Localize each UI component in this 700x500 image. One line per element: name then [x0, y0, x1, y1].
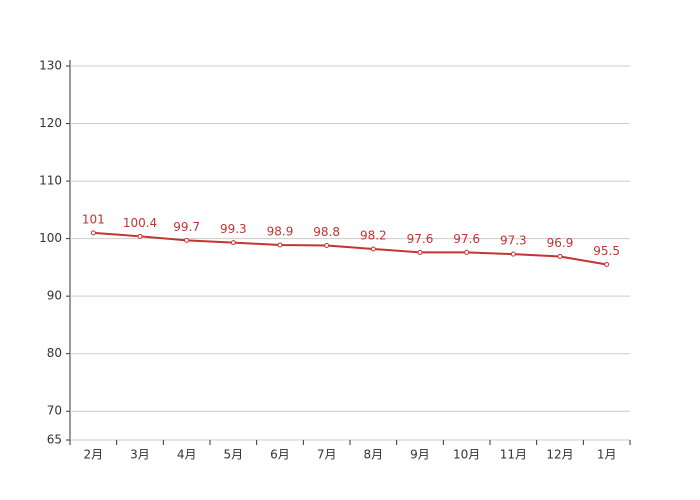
y-tick-label: 110	[39, 174, 62, 188]
x-tick-label: 4月	[177, 448, 197, 462]
data-label: 101	[82, 212, 105, 226]
line	[93, 231, 607, 266]
point	[464, 249, 470, 255]
data-label: 100.4	[123, 216, 157, 230]
y-tick-label: 130	[39, 59, 62, 73]
y-tick-label: 80	[47, 346, 62, 360]
y-tick-label: 70	[47, 404, 62, 418]
point	[370, 246, 376, 252]
point	[604, 262, 610, 268]
y-tick-label: 65	[47, 433, 62, 447]
x-tick-label: 3月	[130, 448, 150, 462]
x-tick-label: 10月	[453, 448, 480, 462]
point	[417, 249, 423, 255]
x-tick-label: 1月	[597, 448, 617, 462]
x-tick-label: 8月	[364, 448, 384, 462]
data-label: 99.3	[220, 222, 247, 236]
data-label: 98.2	[360, 228, 387, 242]
y-tick-label: 100	[39, 231, 62, 245]
y-tick-label: 90	[47, 289, 62, 303]
x-tick-label: 5月	[224, 448, 244, 462]
y-tick-label: 120	[39, 116, 62, 130]
data-label: 99.7	[173, 220, 200, 234]
point	[324, 243, 330, 249]
data-label: 95.5	[593, 244, 620, 258]
point	[137, 233, 143, 239]
point	[90, 230, 96, 236]
point	[184, 237, 190, 243]
data-label: 96.9	[547, 236, 574, 250]
point	[510, 251, 516, 257]
data-label: 97.3	[500, 234, 527, 248]
point	[277, 242, 283, 248]
data-label: 97.6	[453, 232, 480, 246]
data-label: 97.6	[407, 232, 434, 246]
data-label: 98.9	[267, 224, 294, 238]
x-tick-label: 9月	[410, 448, 430, 462]
x-tick-label: 12月	[546, 448, 573, 462]
x-tick-label: 11月	[500, 448, 527, 462]
x-tick-label: 7月	[317, 448, 337, 462]
x-tick-label: 2月	[84, 448, 104, 462]
x-tick-label: 6月	[270, 448, 290, 462]
data-label: 98.8	[313, 225, 340, 239]
point	[230, 240, 236, 246]
point	[557, 253, 563, 259]
